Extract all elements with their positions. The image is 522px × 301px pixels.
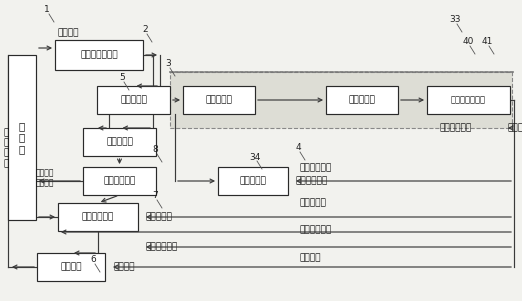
Text: 33: 33 bbox=[449, 15, 461, 24]
Text: 一级集污沉淀池: 一级集污沉淀池 bbox=[80, 51, 118, 60]
Text: 粪渣做有
机肥返回: 粪渣做有 机肥返回 bbox=[36, 168, 54, 188]
FancyBboxPatch shape bbox=[97, 86, 170, 114]
Text: 二级沉淀池: 二级沉淀池 bbox=[120, 95, 147, 104]
Text: 养
殖
区: 养 殖 区 bbox=[19, 121, 25, 154]
Text: 3: 3 bbox=[165, 60, 171, 69]
Text: 水帘除臭系统: 水帘除臭系统 bbox=[82, 213, 114, 222]
Text: 一级曝气池: 一级曝气池 bbox=[206, 95, 232, 104]
Text: 5: 5 bbox=[119, 73, 125, 82]
Text: 水蒸发系统: 水蒸发系统 bbox=[240, 176, 266, 185]
Text: 除臭气用水: 除臭气用水 bbox=[146, 213, 173, 222]
Text: 二级曝气池: 二级曝气池 bbox=[349, 95, 375, 104]
Text: 三级曝气回用池: 三级曝气回用池 bbox=[451, 95, 486, 104]
Text: 养殖废水: 养殖废水 bbox=[57, 29, 78, 38]
Text: 削减水量用水: 削减水量用水 bbox=[296, 176, 328, 185]
Text: 冲水猪舍用水: 冲水猪舍用水 bbox=[300, 225, 332, 234]
Text: 冲水猪舍用水: 冲水猪舍用水 bbox=[146, 243, 178, 252]
Text: 冲压泡沫用水: 冲压泡沫用水 bbox=[508, 123, 522, 132]
FancyBboxPatch shape bbox=[183, 86, 255, 114]
Text: 1: 1 bbox=[44, 5, 50, 14]
Text: 冲压泡沫用水: 冲压泡沫用水 bbox=[440, 123, 472, 132]
Text: 2: 2 bbox=[142, 26, 148, 35]
Text: 34: 34 bbox=[250, 153, 260, 162]
Text: 浇灌系统: 浇灌系统 bbox=[60, 262, 82, 272]
Text: 浇灌用水: 浇灌用水 bbox=[113, 262, 135, 272]
FancyBboxPatch shape bbox=[8, 55, 36, 220]
FancyBboxPatch shape bbox=[326, 86, 398, 114]
Text: 6: 6 bbox=[90, 256, 96, 265]
FancyBboxPatch shape bbox=[427, 86, 510, 114]
Text: 浇灌用水: 浇灌用水 bbox=[300, 253, 322, 262]
Text: 41: 41 bbox=[481, 38, 493, 46]
Text: 4: 4 bbox=[295, 144, 301, 153]
Text: 8: 8 bbox=[152, 145, 158, 154]
Text: 40: 40 bbox=[462, 38, 473, 46]
Text: 削减水量用水: 削减水量用水 bbox=[300, 163, 332, 172]
Text: 养
殖
臭
气: 养 殖 臭 气 bbox=[3, 128, 8, 168]
FancyBboxPatch shape bbox=[170, 72, 512, 128]
FancyBboxPatch shape bbox=[83, 128, 156, 156]
FancyBboxPatch shape bbox=[218, 167, 288, 195]
Text: 除臭气用水: 除臭气用水 bbox=[300, 198, 327, 207]
FancyBboxPatch shape bbox=[58, 203, 138, 231]
FancyBboxPatch shape bbox=[37, 253, 105, 281]
FancyBboxPatch shape bbox=[55, 40, 143, 70]
Text: 7: 7 bbox=[152, 191, 158, 200]
Text: 粪渣收集池: 粪渣收集池 bbox=[106, 138, 133, 147]
FancyBboxPatch shape bbox=[83, 167, 156, 195]
Text: 固液分离装置: 固液分离装置 bbox=[103, 176, 136, 185]
